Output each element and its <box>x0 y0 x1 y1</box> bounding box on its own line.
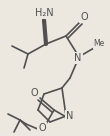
Text: O: O <box>80 12 88 22</box>
Text: N: N <box>74 53 82 63</box>
Text: O: O <box>30 88 38 98</box>
Text: N: N <box>66 111 74 121</box>
Text: O: O <box>38 123 46 133</box>
Text: Me: Me <box>93 39 105 49</box>
Text: H₂N: H₂N <box>35 8 53 18</box>
